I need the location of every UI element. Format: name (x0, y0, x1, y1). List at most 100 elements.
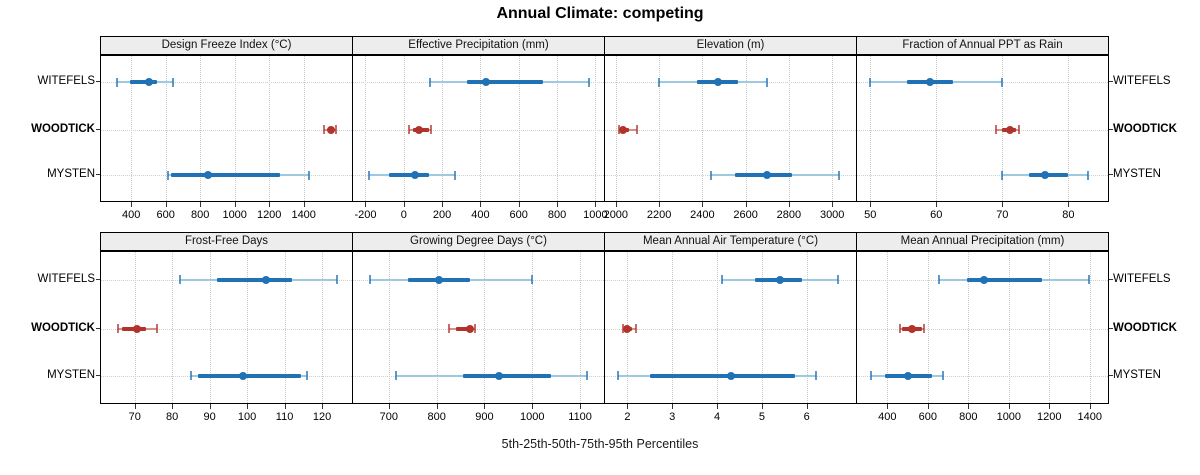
whisker-cap (658, 77, 661, 87)
panel (856, 251, 1109, 404)
panel-strip-title: Growing Degree Days (°C) (352, 232, 605, 251)
x-axis-tick (284, 404, 286, 409)
gridline-vertical (365, 56, 367, 201)
site-label-left: MYSTEN (47, 168, 95, 181)
x-tick-label: 1100 (568, 411, 592, 423)
x-axis-tick (968, 404, 970, 409)
x-tick-label: 70 (996, 209, 1009, 221)
whisker-cap (586, 371, 589, 381)
x-axis-tick (832, 202, 834, 207)
median-dot (482, 78, 491, 87)
x-tick-label: 2800 (776, 209, 802, 221)
x-tick-label: 400 (471, 209, 490, 221)
x-tick-label: 2000 (603, 209, 629, 221)
x-tick-label: 1200 (256, 209, 282, 221)
whisker-cap (720, 275, 723, 285)
whisker-cap (922, 324, 925, 333)
median-dot (619, 125, 628, 134)
median-dot (726, 371, 735, 380)
x-tick-label: 700 (379, 411, 399, 423)
x-tick-label: 400 (878, 411, 897, 423)
whisker-cap (368, 275, 371, 285)
x-axis-tick (595, 202, 597, 207)
x-axis-tick (403, 202, 405, 207)
site-label-left: WOODTICK (31, 122, 95, 135)
whisker-cap (1087, 170, 1090, 180)
gridline-horizontal (857, 129, 1108, 131)
panel (100, 251, 353, 404)
x-axis-tick (580, 404, 582, 409)
site-label-left: MYSTEN (47, 368, 95, 381)
x-axis-tick (484, 404, 486, 409)
median-dot (145, 78, 154, 87)
gridline-vertical (403, 56, 405, 201)
x-tick-label: 60 (930, 209, 943, 221)
whisker-cap (531, 275, 534, 285)
y-axis-tick-right (1109, 327, 1113, 329)
whisker-cap (336, 275, 338, 285)
gridline-vertical (615, 56, 617, 201)
x-axis-tick (1049, 404, 1051, 409)
x-axis-tick (388, 404, 390, 409)
gridline-vertical (1008, 252, 1010, 403)
x-tick-label: -200 (354, 209, 377, 221)
y-axis-tick-left (96, 81, 100, 83)
whisker-cap (395, 371, 398, 381)
whisker-cap (870, 371, 873, 381)
x-tick-label: 2 (624, 411, 631, 423)
gridline-vertical (595, 56, 597, 201)
gridline-horizontal (857, 375, 1108, 377)
whisker-cap (942, 371, 945, 381)
x-tick-label: 800 (191, 209, 210, 221)
whisker-cap (636, 125, 639, 134)
whisker-cap (1087, 275, 1090, 285)
panel-strip-title: Design Freeze Index (°C) (100, 36, 353, 55)
x-axis-tick (209, 404, 211, 409)
site-label-right: WITEFELS (1113, 75, 1171, 88)
whisker-cap (307, 170, 310, 180)
whisker-cap (937, 275, 940, 285)
whisker-cap (587, 77, 590, 87)
x-axis-tick (927, 404, 929, 409)
percentile-25-75-bar (467, 80, 543, 85)
x-axis-tick (702, 202, 704, 207)
x-tick-label: 1000 (996, 411, 1022, 423)
percentile-25-75-bar (649, 373, 796, 378)
percentile-25-75-bar (967, 277, 1043, 282)
x-axis-tick (761, 404, 763, 409)
x-tick-label: 1000 (520, 411, 545, 423)
x-axis-tick (322, 404, 324, 409)
gridline-horizontal (353, 129, 604, 131)
whisker-cap (837, 170, 840, 180)
x-tick-label: 900 (475, 411, 494, 423)
x-axis-tick (532, 404, 534, 409)
percentile-25-75-bar (130, 80, 158, 85)
median-dot (1041, 171, 1050, 180)
panel (100, 55, 353, 202)
x-axis-tick (887, 404, 889, 409)
panel (352, 55, 605, 202)
gridline-vertical (442, 56, 444, 201)
panel-strip-title: Frost-Free Days (100, 232, 353, 251)
percentile-25-75-bar (455, 326, 473, 331)
gridline-horizontal (605, 129, 856, 131)
x-tick-label: 1200 (1037, 411, 1062, 423)
gridline-vertical (480, 56, 482, 201)
percentile-25-75-bar (198, 373, 302, 378)
x-tick-label: 2200 (646, 209, 672, 221)
x-axis-tick (436, 404, 438, 409)
whisker-cap (869, 77, 872, 87)
gridline-vertical (165, 56, 167, 201)
gridline-vertical (388, 252, 390, 403)
gridline-vertical (580, 252, 582, 403)
gridline-vertical (1068, 56, 1070, 201)
panel-strip-title: Mean Annual Precipitation (mm) (856, 232, 1109, 251)
y-axis-tick-left (96, 174, 100, 176)
whisker-cap (178, 275, 181, 285)
gridline-vertical (702, 56, 704, 201)
median-dot (494, 371, 503, 380)
whisker-cap (306, 371, 309, 381)
x-axis-tick (936, 202, 938, 207)
median-dot (203, 171, 212, 180)
x-axis-tick (269, 202, 271, 207)
